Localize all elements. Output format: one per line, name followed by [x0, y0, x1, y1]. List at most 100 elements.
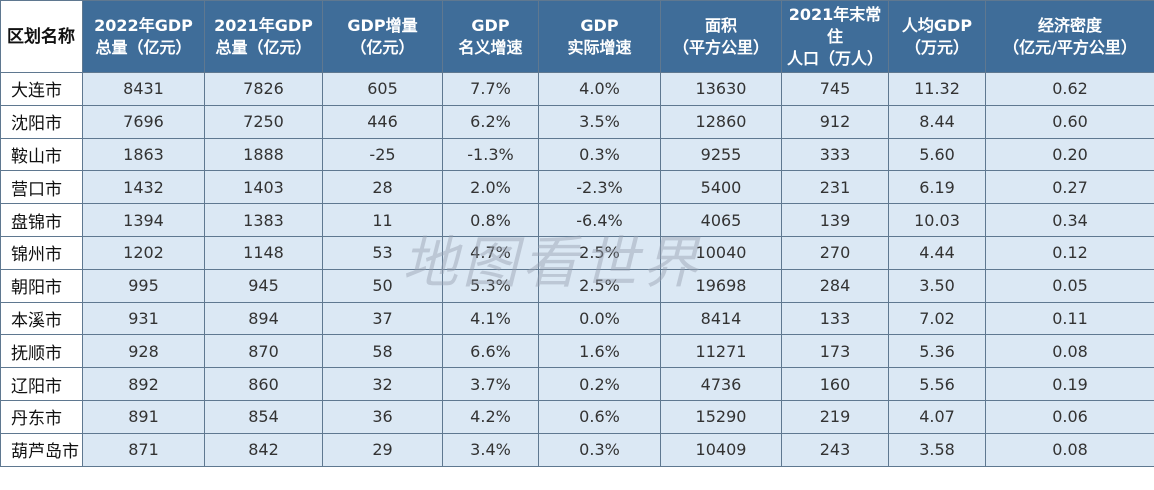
data-cell[interactable]: 0.2%: [538, 367, 661, 401]
data-cell[interactable]: 0.60: [985, 104, 1154, 139]
data-cell[interactable]: 2.0%: [442, 170, 539, 205]
data-cell[interactable]: 15290: [660, 399, 782, 434]
data-cell[interactable]: 1403: [204, 170, 323, 205]
data-cell[interactable]: 6.6%: [442, 334, 539, 369]
data-cell[interactable]: 5.60: [888, 137, 986, 172]
data-cell[interactable]: 270: [781, 235, 889, 270]
data-cell[interactable]: 160: [781, 367, 889, 401]
data-cell[interactable]: 0.27: [985, 170, 1154, 205]
data-cell[interactable]: 3.58: [888, 432, 986, 467]
data-cell[interactable]: 854: [204, 399, 323, 434]
data-cell[interactable]: 0.05: [985, 268, 1154, 303]
data-cell[interactable]: 945: [204, 268, 323, 303]
data-cell[interactable]: 0.8%: [442, 203, 539, 237]
data-cell[interactable]: 0.08: [985, 432, 1154, 467]
data-cell[interactable]: 284: [781, 268, 889, 303]
data-cell[interactable]: 7.02: [888, 301, 986, 336]
data-cell[interactable]: 0.06: [985, 399, 1154, 434]
data-cell[interactable]: 173: [781, 334, 889, 369]
data-cell[interactable]: 891: [82, 399, 205, 434]
data-cell[interactable]: 10409: [660, 432, 782, 467]
data-cell[interactable]: 0.34: [985, 203, 1154, 237]
column-header[interactable]: 2022年GDP 总量（亿元）: [82, 0, 205, 73]
data-cell[interactable]: 29: [322, 432, 443, 467]
data-cell[interactable]: 13630: [660, 72, 782, 106]
data-cell[interactable]: 871: [82, 432, 205, 467]
column-header[interactable]: 区划名称: [0, 0, 83, 73]
data-cell[interactable]: 32: [322, 367, 443, 401]
data-cell[interactable]: -6.4%: [538, 203, 661, 237]
data-cell[interactable]: 842: [204, 432, 323, 467]
data-cell[interactable]: 1383: [204, 203, 323, 237]
column-header[interactable]: 经济密度 （亿元/平方公里）: [985, 0, 1154, 73]
data-cell[interactable]: 4.0%: [538, 72, 661, 106]
data-cell[interactable]: 0.19: [985, 367, 1154, 401]
region-name-cell[interactable]: 抚顺市: [0, 334, 83, 369]
data-cell[interactable]: 0.62: [985, 72, 1154, 106]
data-cell[interactable]: 1888: [204, 137, 323, 172]
data-cell[interactable]: 446: [322, 104, 443, 139]
data-cell[interactable]: 28: [322, 170, 443, 205]
data-cell[interactable]: 19698: [660, 268, 782, 303]
data-cell[interactable]: 7250: [204, 104, 323, 139]
data-cell[interactable]: 1148: [204, 235, 323, 270]
data-cell[interactable]: 5.56: [888, 367, 986, 401]
data-cell[interactable]: 6.19: [888, 170, 986, 205]
data-cell[interactable]: 5400: [660, 170, 782, 205]
data-cell[interactable]: 139: [781, 203, 889, 237]
data-cell[interactable]: 0.6%: [538, 399, 661, 434]
column-header[interactable]: 2021年末常住 人口（万人）: [781, 0, 889, 73]
data-cell[interactable]: 7696: [82, 104, 205, 139]
data-cell[interactable]: -1.3%: [442, 137, 539, 172]
data-cell[interactable]: 2.5%: [538, 268, 661, 303]
data-cell[interactable]: 50: [322, 268, 443, 303]
data-cell[interactable]: 7826: [204, 72, 323, 106]
column-header[interactable]: 人均GDP （万元）: [888, 0, 986, 73]
data-cell[interactable]: 928: [82, 334, 205, 369]
data-cell[interactable]: 1394: [82, 203, 205, 237]
region-name-cell[interactable]: 沈阳市: [0, 104, 83, 139]
data-cell[interactable]: 1.6%: [538, 334, 661, 369]
data-cell[interactable]: 8.44: [888, 104, 986, 139]
data-cell[interactable]: 58: [322, 334, 443, 369]
data-cell[interactable]: 745: [781, 72, 889, 106]
data-cell[interactable]: 2.5%: [538, 235, 661, 270]
data-cell[interactable]: 0.12: [985, 235, 1154, 270]
data-cell[interactable]: 995: [82, 268, 205, 303]
region-name-cell[interactable]: 辽阳市: [0, 367, 83, 401]
data-cell[interactable]: 3.50: [888, 268, 986, 303]
data-cell[interactable]: 4065: [660, 203, 782, 237]
data-cell[interactable]: 219: [781, 399, 889, 434]
data-cell[interactable]: 894: [204, 301, 323, 336]
data-cell[interactable]: -25: [322, 137, 443, 172]
region-name-cell[interactable]: 锦州市: [0, 235, 83, 270]
data-cell[interactable]: 11.32: [888, 72, 986, 106]
data-cell[interactable]: 4736: [660, 367, 782, 401]
column-header[interactable]: GDP 名义增速: [442, 0, 539, 73]
data-cell[interactable]: 0.3%: [538, 137, 661, 172]
data-cell[interactable]: 333: [781, 137, 889, 172]
data-cell[interactable]: 10.03: [888, 203, 986, 237]
data-cell[interactable]: 605: [322, 72, 443, 106]
data-cell[interactable]: 0.0%: [538, 301, 661, 336]
data-cell[interactable]: 10040: [660, 235, 782, 270]
data-cell[interactable]: 243: [781, 432, 889, 467]
data-cell[interactable]: 5.3%: [442, 268, 539, 303]
data-cell[interactable]: 3.7%: [442, 367, 539, 401]
data-cell[interactable]: 0.3%: [538, 432, 661, 467]
column-header[interactable]: 2021年GDP 总量（亿元）: [204, 0, 323, 73]
region-name-cell[interactable]: 盘锦市: [0, 203, 83, 237]
region-name-cell[interactable]: 营口市: [0, 170, 83, 205]
data-cell[interactable]: 892: [82, 367, 205, 401]
data-cell[interactable]: 11: [322, 203, 443, 237]
data-cell[interactable]: 36: [322, 399, 443, 434]
data-cell[interactable]: 1202: [82, 235, 205, 270]
data-cell[interactable]: 860: [204, 367, 323, 401]
data-cell[interactable]: 4.07: [888, 399, 986, 434]
data-cell[interactable]: 231: [781, 170, 889, 205]
data-cell[interactable]: 133: [781, 301, 889, 336]
region-name-cell[interactable]: 鞍山市: [0, 137, 83, 172]
data-cell[interactable]: 4.7%: [442, 235, 539, 270]
data-cell[interactable]: 4.1%: [442, 301, 539, 336]
data-cell[interactable]: 5.36: [888, 334, 986, 369]
